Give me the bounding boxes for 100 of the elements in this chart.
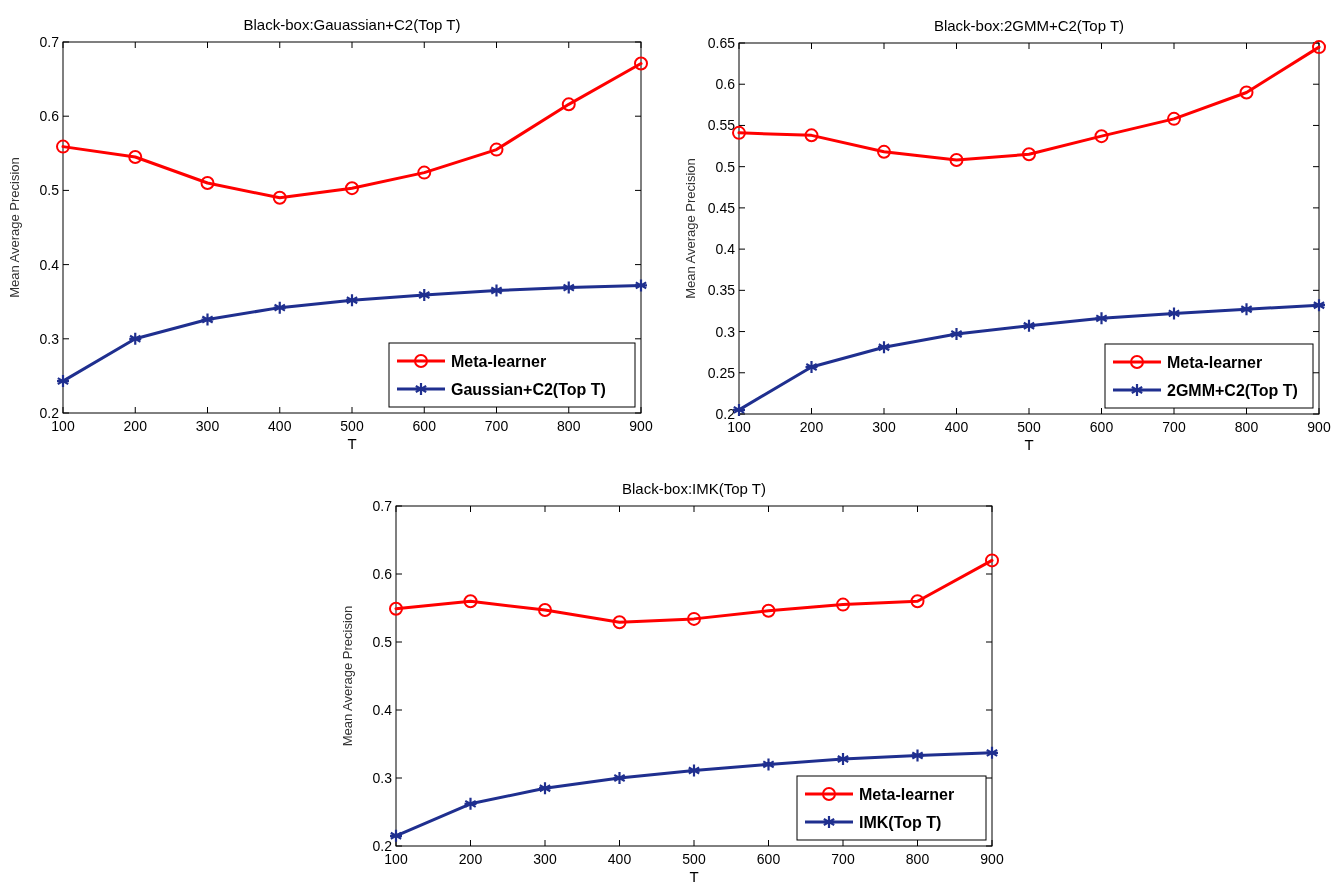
point [1239, 302, 1254, 317]
x-tick-label: 300 [533, 851, 557, 867]
point [761, 603, 776, 618]
y-tick-label: 0.7 [39, 34, 60, 50]
x-tick-label: 100 [51, 418, 75, 434]
point [55, 373, 71, 389]
point [1167, 111, 1181, 126]
y-tick-label: 0.35 [707, 282, 736, 299]
point [417, 165, 432, 180]
point [612, 770, 627, 786]
point [985, 553, 999, 568]
y-tick-label: 0.2 [715, 406, 736, 422]
x-tick-label: 900 [980, 851, 1004, 867]
chart-title: Black-box:IMK(Top T) [622, 480, 766, 497]
point [489, 142, 504, 157]
point [761, 757, 776, 772]
point [984, 745, 1000, 760]
x-axis-title: T [347, 435, 357, 452]
point [128, 331, 143, 346]
x-tick-label: 400 [607, 851, 632, 867]
point [949, 153, 964, 168]
x-tick-label: 300 [195, 418, 220, 434]
point [272, 190, 287, 205]
point [835, 751, 851, 767]
x-tick-label: 600 [412, 418, 437, 434]
point [1021, 318, 1037, 333]
legend-label: Meta-learner [1167, 354, 1263, 371]
y-tick-label: 0.4 [372, 702, 393, 718]
y-tick-label: 0.6 [39, 108, 60, 125]
chart-title: Black-box:2GMM+C2(Top T) [933, 17, 1125, 34]
point [1239, 85, 1254, 100]
x-axis-title: T [689, 868, 699, 885]
point [345, 181, 359, 196]
y-tick-label: 0.5 [715, 158, 736, 175]
x-tick-label: 300 [872, 419, 896, 435]
point [272, 300, 287, 315]
x-tick-label: 700 [484, 418, 509, 434]
x-tick-label: 800 [557, 418, 581, 434]
y-tick-label: 0.3 [39, 330, 60, 347]
point [561, 97, 576, 112]
point [1166, 306, 1182, 321]
y-tick-label: 0.3 [715, 323, 736, 340]
point [687, 611, 701, 626]
x-tick-label: 900 [1307, 419, 1331, 435]
point [200, 175, 215, 190]
point [1312, 40, 1326, 55]
legend-label: Meta-learner [859, 786, 955, 803]
point [537, 781, 553, 796]
legend-label: Meta-learner [451, 353, 547, 370]
point [634, 56, 648, 71]
x-tick-label: 200 [123, 418, 148, 434]
x-tick-label: 200 [799, 419, 824, 435]
x-axis-title: T [1024, 436, 1034, 453]
point [200, 312, 215, 327]
x-tick-label: 800 [1234, 419, 1259, 435]
legend-label: IMK(Top T) [859, 814, 942, 831]
x-tick-label: 500 [1017, 419, 1041, 435]
y-tick-label: 0.2 [372, 838, 393, 854]
point [1311, 298, 1327, 313]
point [1094, 311, 1109, 326]
point [463, 796, 478, 811]
x-tick-label: 800 [905, 851, 930, 867]
legend-label: Gaussian+C2(Top T) [451, 381, 606, 398]
point [877, 144, 891, 159]
y-tick-label: 0.25 [707, 364, 736, 381]
x-tick-label: 400 [268, 418, 292, 434]
point [389, 601, 403, 616]
point [949, 326, 964, 342]
x-tick-label: 500 [682, 851, 706, 867]
y-tick-label: 0.5 [372, 634, 393, 650]
y-tick-label: 0.2 [39, 405, 60, 421]
point [1022, 147, 1036, 162]
point [910, 748, 925, 763]
y-tick-label: 0.5 [39, 182, 60, 199]
y-tick-label: 0.6 [715, 76, 736, 93]
point [1094, 129, 1109, 144]
x-tick-label: 700 [831, 851, 855, 867]
y-axis-title: Mean Average Precision [7, 157, 22, 298]
y-tick-label: 0.6 [372, 566, 393, 582]
y-tick-label: 0.45 [707, 199, 736, 216]
x-tick-label: 900 [629, 418, 653, 434]
point [633, 278, 649, 293]
x-tick-label: 200 [458, 851, 483, 867]
point [910, 594, 925, 609]
point [344, 293, 360, 308]
y-axis-title: Mean Average Precision [340, 605, 355, 747]
point [804, 359, 819, 375]
point [876, 340, 892, 355]
y-tick-label: 0.3 [372, 770, 393, 786]
point [417, 287, 432, 303]
y-tick-label: 0.7 [372, 498, 393, 514]
y-tick-label: 0.55 [707, 117, 736, 134]
point [128, 150, 143, 165]
y-tick-label: 0.65 [707, 35, 736, 51]
x-tick-label: 400 [944, 419, 969, 435]
chart-title: Black-box:Gauassian+C2(Top T) [243, 16, 461, 33]
y-tick-label: 0.4 [715, 241, 736, 258]
x-tick-label: 600 [1089, 419, 1114, 435]
x-tick-label: 500 [340, 418, 364, 434]
y-tick-label: 0.4 [39, 256, 60, 273]
